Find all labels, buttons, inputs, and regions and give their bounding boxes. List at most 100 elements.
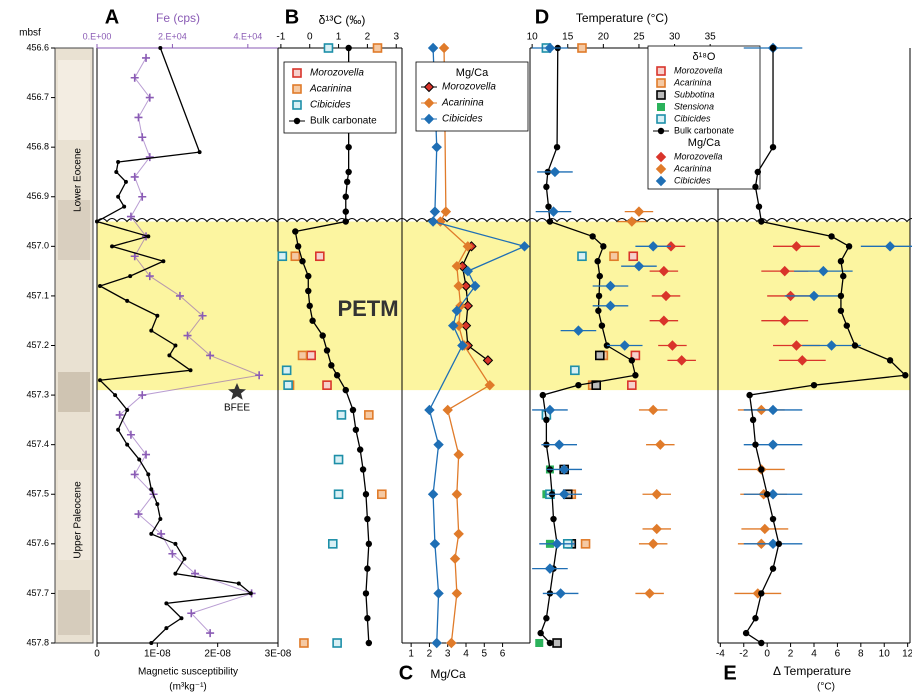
marker xyxy=(363,590,369,596)
marker xyxy=(770,144,776,150)
x-tick-label: 2 xyxy=(427,649,433,660)
marker xyxy=(295,243,301,249)
y-tick-label: 456.8 xyxy=(26,142,49,152)
x-tick-label: 4 xyxy=(811,649,817,660)
marker xyxy=(432,639,441,648)
marker xyxy=(547,640,553,646)
marker xyxy=(545,203,551,209)
marker xyxy=(98,378,102,382)
marker xyxy=(887,357,893,363)
panel-letter: E xyxy=(723,662,736,684)
marker xyxy=(571,366,579,374)
marker xyxy=(629,357,635,363)
marker xyxy=(543,417,549,423)
marker xyxy=(769,440,778,449)
marker xyxy=(594,258,600,264)
petm-label: PETM xyxy=(337,296,398,321)
marker xyxy=(838,258,844,264)
legend-label: Acarinina xyxy=(441,98,484,109)
legend-marker xyxy=(657,79,665,87)
marker xyxy=(758,466,764,472)
marker xyxy=(364,516,370,522)
bfee-label: BFEE xyxy=(224,403,250,414)
x-tick-label: 3 xyxy=(393,32,399,43)
legend-marker xyxy=(657,67,665,75)
x-tick-label: 1E-08 xyxy=(144,649,171,660)
unconformity xyxy=(97,219,912,222)
marker xyxy=(543,184,549,190)
marker xyxy=(114,170,118,174)
marker xyxy=(324,44,332,52)
marker xyxy=(752,184,758,190)
marker xyxy=(429,44,438,53)
marker xyxy=(447,639,456,648)
marker xyxy=(452,589,461,598)
marker xyxy=(634,207,643,216)
legend-label: Cibicides xyxy=(310,100,351,111)
x-tick-label: 0 xyxy=(307,32,313,43)
legend-label: Stensiona xyxy=(674,101,714,111)
marker xyxy=(764,491,770,497)
marker xyxy=(125,443,129,447)
legend-label: Cibicides xyxy=(674,175,711,185)
marker xyxy=(451,554,460,563)
legend-title: δ¹⁸O xyxy=(693,51,716,63)
legend-marker xyxy=(293,101,301,109)
marker xyxy=(769,405,778,414)
marker xyxy=(344,179,350,185)
marker xyxy=(743,630,749,636)
marker xyxy=(122,205,126,209)
axis-title: Temperature (°C) xyxy=(576,11,668,25)
y-tick-label: 457.7 xyxy=(26,588,49,598)
marker xyxy=(149,532,153,536)
x-tick-label: 6 xyxy=(835,649,841,660)
marker xyxy=(597,273,603,279)
marker xyxy=(758,218,764,224)
marker xyxy=(589,233,595,239)
marker xyxy=(305,273,311,279)
marker xyxy=(155,314,159,318)
marker xyxy=(134,113,142,121)
legend-label: Bulk carbonate xyxy=(674,125,734,135)
marker xyxy=(146,153,154,161)
panel-letter: D xyxy=(535,6,549,28)
marker xyxy=(366,640,372,646)
marker xyxy=(319,332,325,338)
marker xyxy=(353,427,359,433)
core-segment xyxy=(58,372,90,412)
marker xyxy=(838,293,844,299)
y-tick-label: 456.6 xyxy=(26,42,49,52)
marker xyxy=(343,194,349,200)
marker xyxy=(844,322,850,328)
marker xyxy=(550,516,556,522)
legend-label: Morozovella xyxy=(674,151,723,161)
y-tick-label: 457.8 xyxy=(26,637,49,647)
marker xyxy=(364,565,370,571)
marker xyxy=(373,44,381,52)
marker xyxy=(652,490,661,499)
marker xyxy=(278,252,286,260)
marker xyxy=(142,54,150,62)
marker xyxy=(146,234,150,238)
marker xyxy=(345,45,351,51)
marker xyxy=(189,368,193,372)
marker xyxy=(752,615,758,621)
marker xyxy=(550,167,559,176)
x-tick-label: 30 xyxy=(669,32,681,43)
figure: 456.6456.7456.8456.9457.0457.1457.2457.3… xyxy=(0,0,912,693)
marker xyxy=(454,529,463,538)
marker xyxy=(149,329,153,333)
y-tick-label: 457.3 xyxy=(26,389,49,399)
marker xyxy=(537,630,543,636)
marker xyxy=(305,288,311,294)
y-tick-label: 457.4 xyxy=(26,439,49,449)
marker xyxy=(578,44,586,52)
x-tick-label: 4.E+04 xyxy=(233,31,262,41)
marker xyxy=(116,195,120,199)
legend-label: Bulk carbonate xyxy=(310,116,377,127)
marker xyxy=(547,218,553,224)
x-tick-label: 2 xyxy=(365,32,371,43)
marker xyxy=(149,487,153,491)
marker xyxy=(131,74,139,82)
marker xyxy=(454,450,463,459)
